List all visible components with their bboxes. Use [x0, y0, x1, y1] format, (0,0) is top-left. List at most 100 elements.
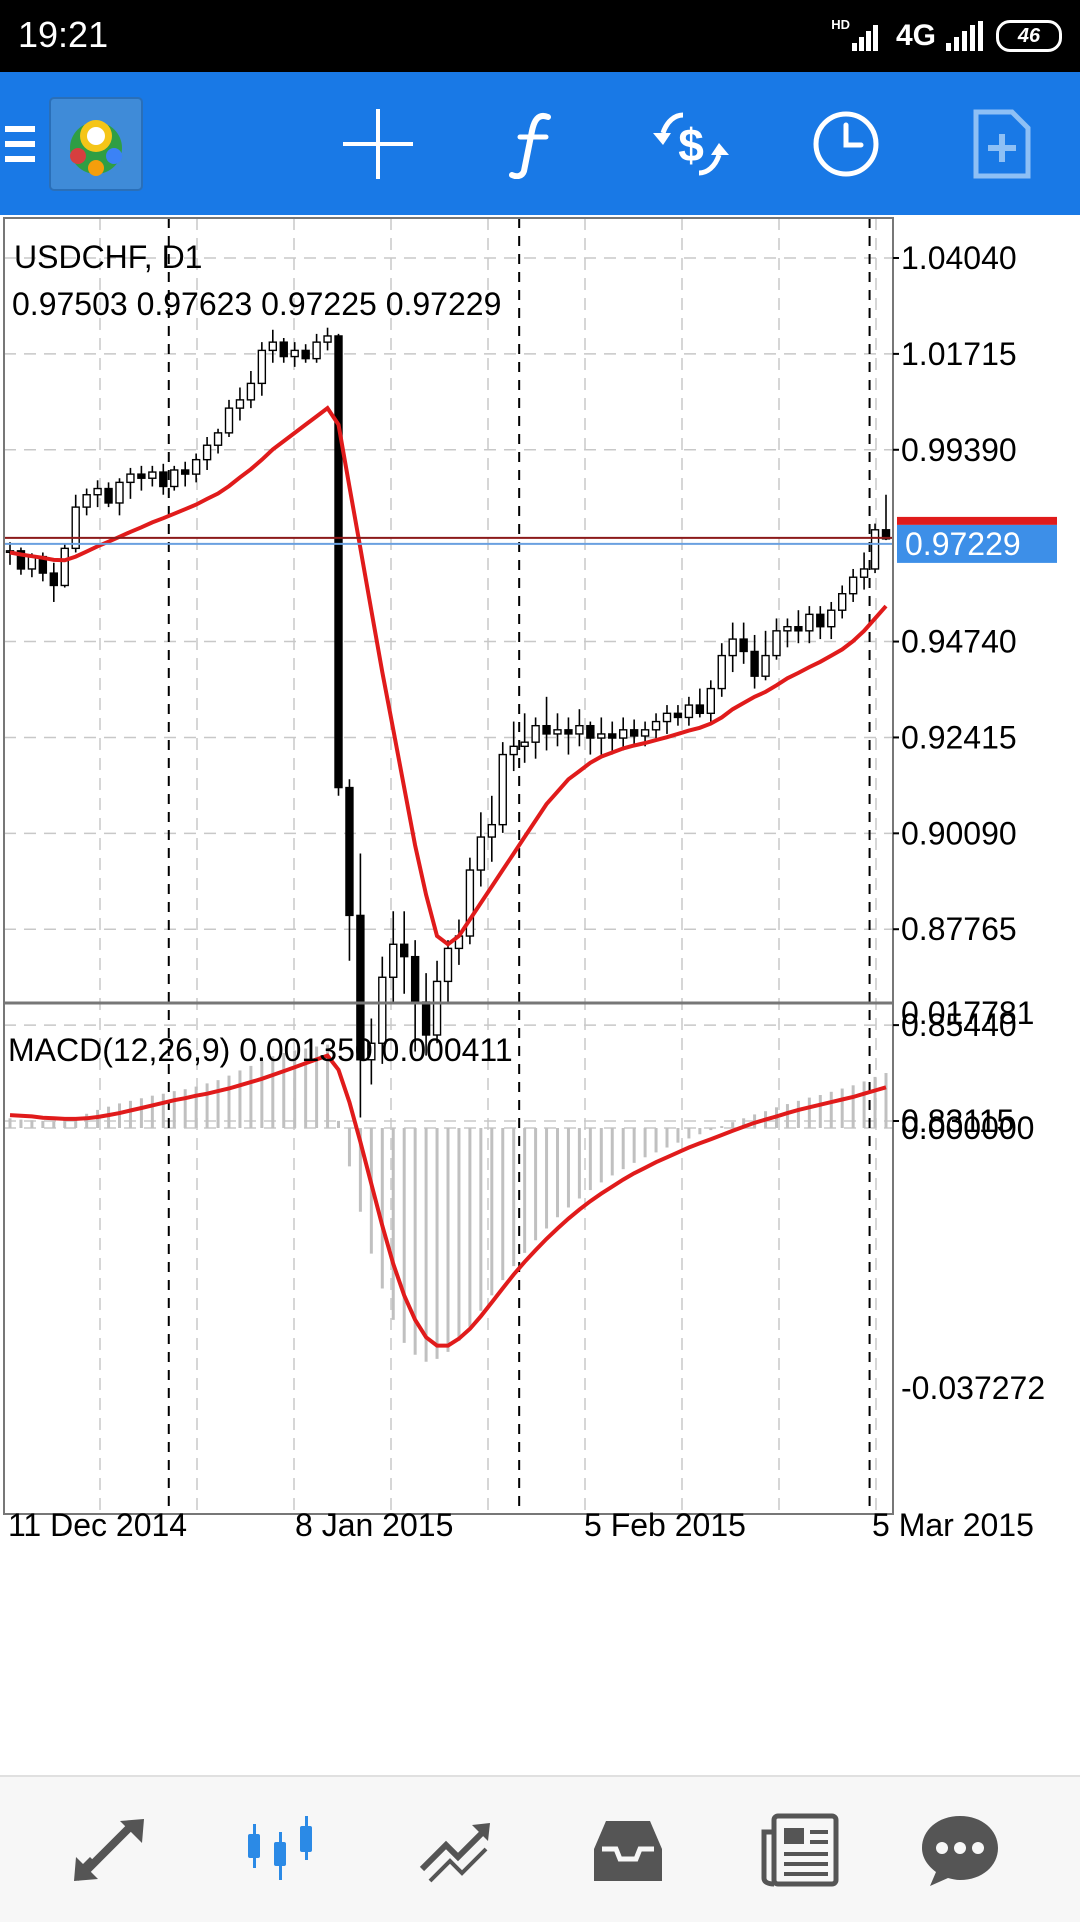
chart-area[interactable]: 1.04040 1.01715 0.99390 0.94740 0.92415 0.900… [0, 215, 1080, 1775]
macd-tick-label: 0.017781 [901, 995, 1034, 1031]
candle [104, 482, 113, 508]
candle-body [213, 432, 223, 446]
news-icon[interactable] [730, 1777, 870, 1922]
candle-body [717, 654, 726, 690]
candle [870, 523, 880, 574]
candle-body [575, 724, 584, 735]
price-tick-label: 0.87765 [901, 911, 1017, 947]
candle-body [673, 712, 683, 719]
candle-body [728, 638, 737, 657]
candle [706, 680, 715, 722]
candle-body [323, 335, 332, 343]
candle-body [290, 349, 299, 358]
candle [268, 329, 277, 363]
history-icon[interactable] [558, 1777, 698, 1922]
candle [290, 342, 299, 367]
price-lines [4, 536, 893, 545]
candle-body [334, 335, 343, 789]
price-tag-marker [897, 516, 1057, 525]
price-tick-label: 0.83115 [901, 1103, 1014, 1139]
candle-body [706, 687, 715, 715]
macd-histogram [8, 1044, 888, 1362]
candle-body [629, 729, 639, 737]
candle-body [608, 733, 617, 739]
trade-icon[interactable]: $ [646, 72, 736, 215]
candle-body [367, 1042, 376, 1061]
candle [662, 705, 672, 734]
candle [323, 327, 332, 351]
candle-body [805, 613, 814, 632]
candle [137, 465, 146, 491]
app-logo-icon[interactable] [48, 72, 144, 215]
chat-icon[interactable] [890, 1777, 1030, 1922]
macd-label: MACD(12,26,9) 0.001350 0.000411 [8, 1032, 513, 1068]
candle-body [202, 444, 212, 461]
candle-body [783, 626, 792, 632]
candle [170, 465, 179, 491]
candle [564, 717, 573, 755]
candle-body [257, 349, 267, 385]
new-document-icon[interactable] [962, 72, 1042, 215]
axes: 1.04040 1.01715 0.99390 0.94740 0.92415 0.900… [8, 240, 1057, 1543]
candle-body [279, 341, 288, 358]
hd-badge: HD [831, 16, 850, 32]
menu-icon[interactable] [0, 72, 40, 215]
candle-body [586, 724, 595, 739]
svg-text:$: $ [678, 119, 704, 171]
candle [400, 911, 409, 994]
candle [848, 568, 858, 602]
candle-body [82, 494, 91, 508]
price-chart[interactable]: 1.04040 1.01715 0.99390 0.94740 0.92415 0.900… [0, 215, 1080, 1775]
quotes-icon[interactable] [40, 1777, 180, 1922]
candle-body [159, 471, 168, 488]
candle-body [301, 349, 310, 360]
candle-body [246, 382, 256, 401]
chart-icon[interactable] [212, 1777, 352, 1922]
candle-body [345, 786, 354, 917]
candle-body [881, 529, 891, 540]
candle-body [104, 487, 113, 504]
candle-body [378, 976, 387, 1044]
candle [159, 463, 168, 495]
candle-body [772, 630, 781, 657]
candle [695, 688, 705, 718]
candle [783, 618, 792, 648]
candle [608, 721, 617, 755]
candle [378, 956, 387, 1064]
candlesticks [5, 327, 891, 1118]
trade-nav-icon[interactable] [386, 1777, 526, 1922]
candle [476, 812, 486, 887]
candle-body [49, 572, 58, 587]
candle [213, 428, 223, 454]
candle-body [662, 712, 672, 723]
candle [202, 436, 212, 470]
candle [465, 857, 475, 945]
candle-body [597, 733, 606, 739]
function-icon[interactable] [494, 72, 574, 215]
candle-body [60, 547, 69, 587]
candle [750, 634, 759, 689]
date-tick-label: 5 Mar 2015 [872, 1507, 1034, 1543]
clock-icon[interactable] [806, 72, 886, 215]
candle [443, 940, 453, 1003]
candle [71, 494, 80, 553]
candle-body [191, 458, 201, 475]
candle [859, 552, 869, 590]
status-indicators: HD 4G 46 [831, 16, 1062, 56]
date-tick-label: 8 Jan 2015 [295, 1507, 453, 1543]
candle-body [553, 729, 562, 735]
candle [126, 467, 135, 499]
price-tick-label: 1.04040 [901, 240, 1017, 276]
candle-body [137, 473, 146, 479]
chart-border [3, 217, 894, 1515]
candle [739, 622, 748, 664]
status-bar: 19:21 HD 4G 46 [0, 0, 1080, 72]
candle [816, 606, 825, 640]
candle-body [531, 724, 540, 743]
candle [761, 630, 770, 681]
candle [191, 453, 201, 483]
period-separators [167, 218, 871, 1514]
crosshair-icon[interactable] [338, 72, 418, 215]
candle [49, 562, 58, 602]
candle-body [224, 407, 234, 434]
